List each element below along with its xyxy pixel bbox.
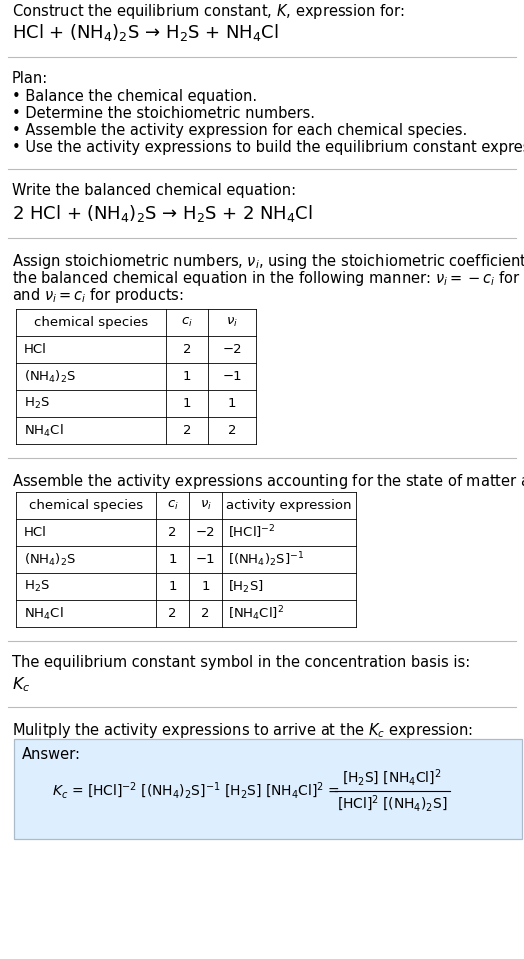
Text: Mulitply the activity expressions to arrive at the $K_c$ expression:: Mulitply the activity expressions to arr… — [12, 721, 473, 740]
Text: 2 HCl + (NH$_4$)$_2$S → H$_2$S + 2 NH$_4$Cl: 2 HCl + (NH$_4$)$_2$S → H$_2$S + 2 NH$_4… — [12, 203, 313, 224]
Text: HCl: HCl — [24, 343, 47, 356]
Text: $K_c$ = [HCl]$^{-2}$ [(NH$_4$)$_2$S]$^{-1}$ [H$_2$S] [NH$_4$Cl]$^2$ =: $K_c$ = [HCl]$^{-2}$ [(NH$_4$)$_2$S]$^{-… — [52, 781, 340, 801]
Text: 2: 2 — [228, 424, 236, 437]
Text: [NH$_4$Cl]$^2$: [NH$_4$Cl]$^2$ — [228, 604, 284, 622]
Text: HCl: HCl — [24, 526, 47, 539]
Text: 2: 2 — [201, 607, 210, 620]
Text: • Use the activity expressions to build the equilibrium constant expression.: • Use the activity expressions to build … — [12, 140, 524, 155]
FancyBboxPatch shape — [14, 739, 522, 839]
Text: Assign stoichiometric numbers, $\nu_i$, using the stoichiometric coefficients, $: Assign stoichiometric numbers, $\nu_i$, … — [12, 252, 524, 271]
Text: 1: 1 — [183, 397, 191, 410]
Text: and $\nu_i = c_i$ for products:: and $\nu_i = c_i$ for products: — [12, 286, 184, 305]
Text: Answer:: Answer: — [22, 747, 81, 762]
Text: $\nu_i$: $\nu_i$ — [226, 316, 238, 329]
Text: 1: 1 — [183, 370, 191, 383]
Text: 1: 1 — [201, 580, 210, 593]
Text: $c_i$: $c_i$ — [181, 316, 193, 329]
Text: Assemble the activity expressions accounting for the state of matter and $\nu_i$: Assemble the activity expressions accoun… — [12, 472, 524, 491]
Text: • Assemble the activity expression for each chemical species.: • Assemble the activity expression for e… — [12, 123, 467, 138]
Text: 2: 2 — [168, 526, 177, 539]
Text: 2: 2 — [183, 424, 191, 437]
Text: [H$_2$S] [NH$_4$Cl]$^2$: [H$_2$S] [NH$_4$Cl]$^2$ — [342, 768, 442, 788]
Text: Plan:: Plan: — [12, 71, 48, 86]
Text: −2: −2 — [195, 526, 215, 539]
Text: NH$_4$Cl: NH$_4$Cl — [24, 423, 63, 438]
Text: 1: 1 — [168, 553, 177, 566]
Text: NH$_4$Cl: NH$_4$Cl — [24, 605, 63, 621]
Text: 1: 1 — [228, 397, 236, 410]
Text: $c_i$: $c_i$ — [167, 499, 178, 512]
Text: [(NH$_4$)$_2$S]$^{-1}$: [(NH$_4$)$_2$S]$^{-1}$ — [228, 550, 304, 569]
Text: −2: −2 — [222, 343, 242, 356]
Text: H$_2$S: H$_2$S — [24, 579, 50, 594]
Text: [HCl]$^2$ [(NH$_4$)$_2$S]: [HCl]$^2$ [(NH$_4$)$_2$S] — [336, 794, 447, 814]
Text: • Determine the stoichiometric numbers.: • Determine the stoichiometric numbers. — [12, 106, 315, 121]
Text: $\nu_i$: $\nu_i$ — [200, 499, 212, 512]
Text: Construct the equilibrium constant, $K$, expression for:: Construct the equilibrium constant, $K$,… — [12, 2, 405, 21]
Text: HCl + (NH$_4$)$_2$S → H$_2$S + NH$_4$Cl: HCl + (NH$_4$)$_2$S → H$_2$S + NH$_4$Cl — [12, 22, 279, 43]
Text: 2: 2 — [168, 607, 177, 620]
Text: [HCl]$^{-2}$: [HCl]$^{-2}$ — [228, 524, 276, 541]
Text: [H$_2$S]: [H$_2$S] — [228, 578, 264, 595]
Text: H$_2$S: H$_2$S — [24, 396, 50, 411]
Text: −1: −1 — [222, 370, 242, 383]
Text: The equilibrium constant symbol in the concentration basis is:: The equilibrium constant symbol in the c… — [12, 655, 470, 670]
Text: (NH$_4$)$_2$S: (NH$_4$)$_2$S — [24, 368, 76, 385]
Text: • Balance the chemical equation.: • Balance the chemical equation. — [12, 89, 257, 104]
Text: activity expression: activity expression — [226, 499, 352, 512]
Text: chemical species: chemical species — [29, 499, 143, 512]
Text: chemical species: chemical species — [34, 316, 148, 329]
Text: the balanced chemical equation in the following manner: $\nu_i = -c_i$ for react: the balanced chemical equation in the fo… — [12, 269, 524, 288]
Text: 2: 2 — [183, 343, 191, 356]
Text: Write the balanced chemical equation:: Write the balanced chemical equation: — [12, 183, 296, 198]
Text: (NH$_4$)$_2$S: (NH$_4$)$_2$S — [24, 551, 76, 568]
Text: $K_c$: $K_c$ — [12, 675, 30, 693]
Text: −1: −1 — [195, 553, 215, 566]
Text: 1: 1 — [168, 580, 177, 593]
